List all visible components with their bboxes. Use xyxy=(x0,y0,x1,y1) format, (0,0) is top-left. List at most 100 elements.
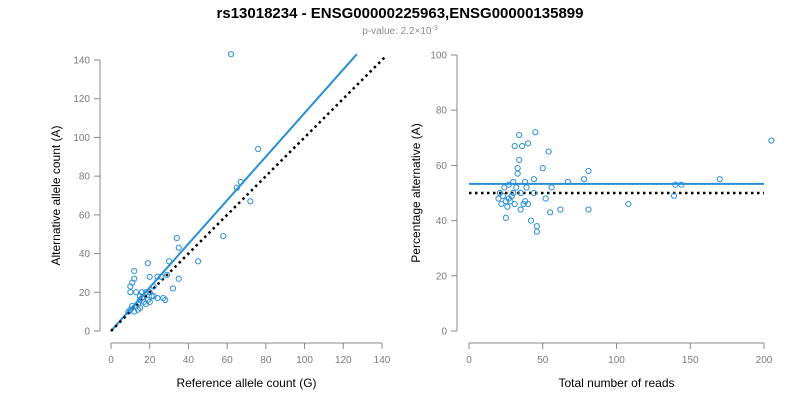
right-data-point xyxy=(564,178,571,186)
right-y-tick-label: 60 xyxy=(436,161,448,172)
left-data-point xyxy=(136,296,144,304)
right-data-point xyxy=(542,195,549,202)
right-data-point xyxy=(530,176,538,183)
left-data-point xyxy=(173,234,180,242)
right-ticks: 0 20 40 60 80 100 0 50 100 150 200 xyxy=(430,51,772,367)
left-y-tick-label: 120 xyxy=(73,94,90,105)
right-data-point xyxy=(505,181,512,188)
left-data-point xyxy=(127,306,134,313)
right-data-point xyxy=(678,181,685,188)
left-data-point xyxy=(233,184,240,191)
left-x-tick-label: 100 xyxy=(296,355,313,366)
left-data-point xyxy=(131,267,138,275)
left-y-tick-label: 40 xyxy=(79,249,91,260)
right-data-point xyxy=(520,200,527,208)
left-data-point xyxy=(154,273,161,280)
left-data-point xyxy=(227,51,235,58)
left-data-point xyxy=(135,306,142,313)
right-x-tick-label: 200 xyxy=(756,355,773,366)
left-data-point xyxy=(158,273,165,280)
left-data-point xyxy=(138,289,146,296)
right-data-point xyxy=(501,184,508,191)
right-data-point xyxy=(532,129,539,136)
right-y-tick-label: 40 xyxy=(436,216,448,227)
left-data-point xyxy=(133,289,140,296)
right-data-point xyxy=(524,200,532,208)
right-data-point xyxy=(514,170,521,177)
left-data-point xyxy=(160,294,167,302)
right-y-tick-label: 0 xyxy=(441,327,447,338)
right-data-point xyxy=(516,131,523,139)
left-ticks: 0 20 40 60 80 100 120 140 0 20 40 60 80 100 120 140 xyxy=(73,56,390,367)
right-data-point xyxy=(514,165,521,172)
right-x-tick-label: 150 xyxy=(682,355,699,366)
left-y-tick-label: 0 xyxy=(84,327,90,338)
right-lines xyxy=(469,182,764,195)
left-x-tick-label: 40 xyxy=(183,355,195,366)
left-data-point xyxy=(175,244,182,251)
right-data-point xyxy=(580,176,588,183)
right-data-point xyxy=(519,142,526,150)
right-data-point xyxy=(672,181,679,188)
left-data-point xyxy=(150,283,157,290)
right-data-point xyxy=(533,223,540,230)
right-data-point xyxy=(533,228,540,235)
right-data-point xyxy=(511,142,518,150)
right-data-point xyxy=(716,176,723,183)
left-x-tick-label: 140 xyxy=(374,355,391,366)
right-x-tick-label: 0 xyxy=(466,355,472,366)
right-data-point xyxy=(670,192,678,199)
right-data-point xyxy=(513,184,520,191)
right-data-point xyxy=(517,189,524,197)
right-y-tick-label: 20 xyxy=(436,271,448,282)
left-y-tick-label: 20 xyxy=(79,288,91,299)
right-data-point xyxy=(585,167,592,175)
right-points xyxy=(495,129,775,235)
left-data-point xyxy=(165,258,173,265)
right-data-point xyxy=(768,137,775,144)
right-data-point xyxy=(524,140,532,147)
left-y-tick-label: 60 xyxy=(79,210,91,221)
left-data-point xyxy=(220,233,227,240)
right-x-tick-label: 50 xyxy=(537,355,549,366)
right-x-axis-label: Total number of reads xyxy=(558,376,674,390)
percentage-panel: 0 20 40 60 80 100 0 50 100 150 200 Total number of… xyxy=(409,51,775,390)
left-data-point xyxy=(237,178,244,186)
left-data-point xyxy=(150,293,157,300)
right-data-point xyxy=(510,178,517,186)
right-data-point xyxy=(517,206,524,213)
left-fit-line xyxy=(110,53,358,332)
left-y-axis-label: Alternative allele count (A) xyxy=(49,125,63,265)
right-y-tick-label: 100 xyxy=(430,51,447,62)
left-data-point xyxy=(136,304,144,311)
left-data-point xyxy=(138,294,146,302)
left-data-point xyxy=(255,145,262,153)
left-data-point xyxy=(142,289,149,296)
left-data-point xyxy=(127,283,134,290)
left-x-tick-label: 0 xyxy=(108,355,114,366)
right-data-point xyxy=(496,189,504,197)
left-data-point xyxy=(164,271,171,278)
right-data-point xyxy=(530,189,538,197)
right-data-point xyxy=(498,200,505,208)
p-value-subtitle: p-value: 2.2×10-3 xyxy=(362,25,438,37)
right-data-point xyxy=(539,165,546,172)
left-y-tick-label: 140 xyxy=(73,56,90,67)
right-data-point xyxy=(495,195,502,202)
right-data-point xyxy=(585,206,592,213)
left-axes xyxy=(99,60,382,344)
left-data-point xyxy=(125,308,132,315)
left-data-point xyxy=(127,289,134,296)
right-x-tick-label: 100 xyxy=(608,355,625,366)
left-x-tick-label: 80 xyxy=(260,355,272,366)
right-data-point xyxy=(547,209,554,216)
right-data-point xyxy=(523,184,530,191)
left-data-point xyxy=(146,298,153,306)
left-x-tick-label: 120 xyxy=(335,355,352,366)
right-data-point xyxy=(527,217,535,224)
left-lines xyxy=(110,53,387,332)
left-reference-line xyxy=(110,55,387,332)
right-data-point xyxy=(521,178,529,186)
left-points xyxy=(125,51,262,315)
